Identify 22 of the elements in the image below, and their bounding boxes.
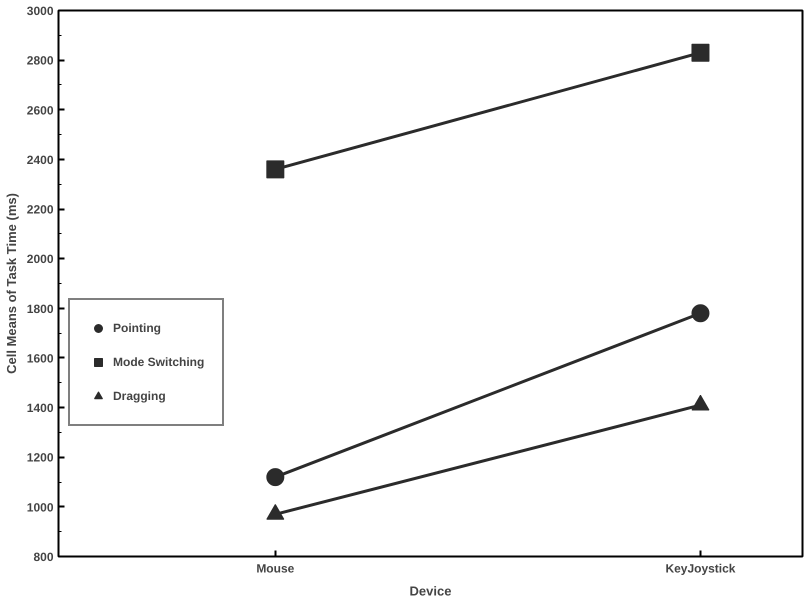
legend-label: Mode Switching [113, 355, 204, 369]
y-tick-label: 2000 [26, 252, 54, 266]
y-axis-title: Cell Means of Task Time (ms) [4, 193, 19, 374]
x-tick-label: KeyJoystick [665, 562, 736, 576]
y-tick-label: 2200 [26, 202, 54, 217]
point [691, 44, 710, 62]
y-tick-label: 2400 [26, 152, 54, 167]
point [266, 160, 284, 178]
y-tick-label: 1600 [26, 351, 54, 366]
y-tick-label: 2800 [26, 54, 54, 68]
y-tick-label: 1800 [26, 302, 54, 316]
y-tick-label: 2600 [26, 103, 54, 118]
y-tick-label: 3000 [26, 4, 54, 18]
x-axis-title: Device [410, 584, 452, 598]
legend-label: Pointing [113, 321, 161, 335]
y-tick-label: 800 [33, 550, 54, 564]
y-tick-label: 1000 [26, 500, 54, 514]
y-tick-label: 1400 [26, 401, 54, 416]
point [691, 304, 710, 322]
y-tick-label: 1200 [26, 450, 54, 465]
legend-label: Dragging [113, 389, 166, 403]
x-tick-label: Mouse [256, 562, 295, 576]
